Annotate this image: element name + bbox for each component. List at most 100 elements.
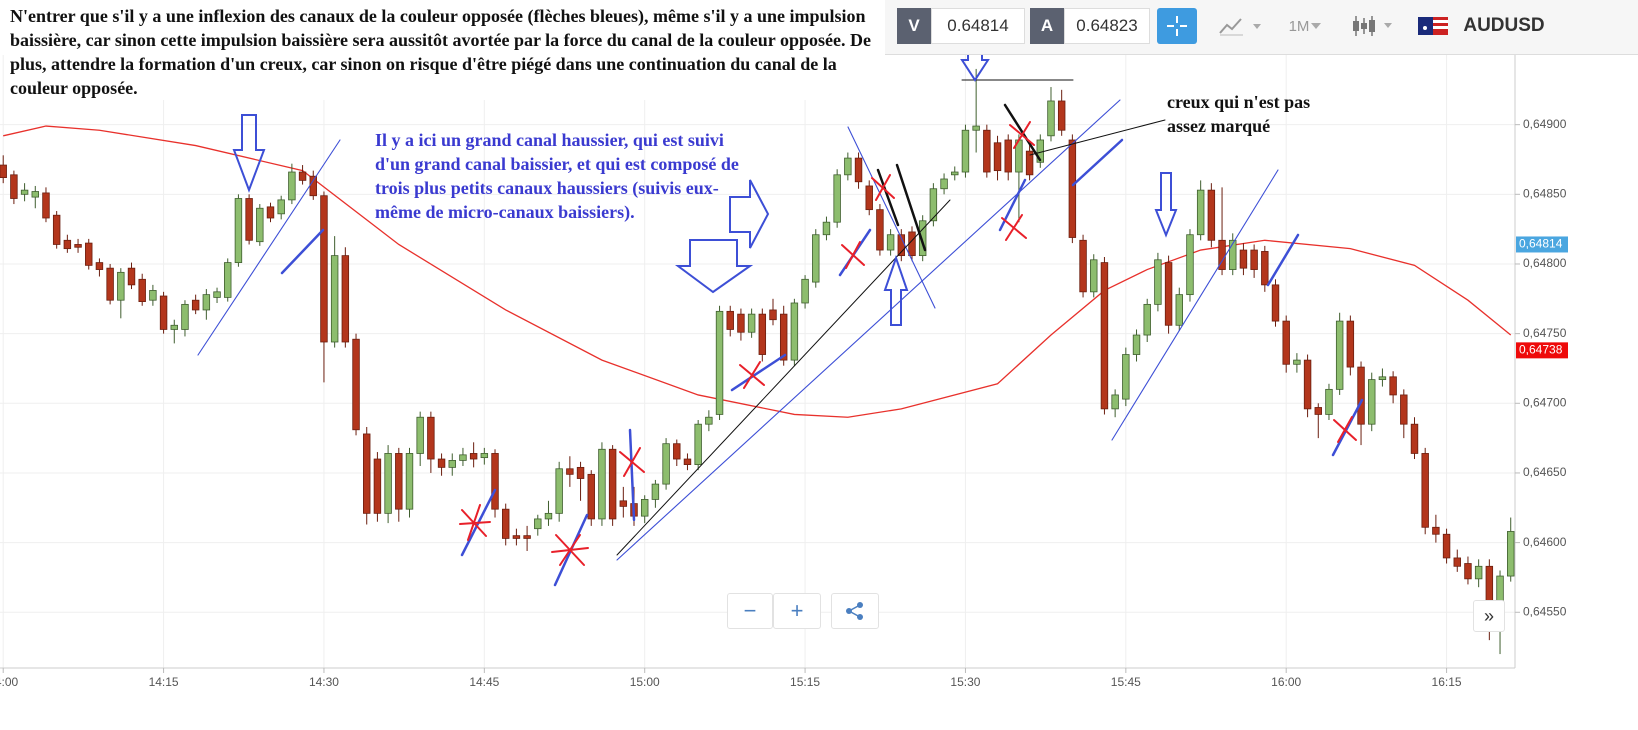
- y-tick-label: 0,64650: [1523, 465, 1567, 479]
- candle-body: [1314, 407, 1322, 415]
- moving-average-layer: [3, 125, 1512, 418]
- candle-body: [181, 303, 189, 330]
- candle-body: [1250, 249, 1258, 270]
- zoom-out-button[interactable]: −: [727, 593, 773, 629]
- share-button[interactable]: [831, 593, 879, 629]
- dropdown-icon: [1311, 23, 1322, 29]
- candle-body: [1432, 526, 1440, 535]
- candle-body: [951, 171, 959, 176]
- candle-body: [1047, 100, 1055, 137]
- candle-body: [1100, 262, 1109, 410]
- candle-body: [619, 500, 628, 507]
- candle-body: [427, 416, 435, 460]
- candle-body: [812, 234, 820, 283]
- zoom-in-button[interactable]: +: [773, 593, 821, 629]
- candle-body: [1464, 563, 1472, 580]
- candle-body: [844, 157, 852, 176]
- candle-body: [127, 267, 136, 286]
- candle-body: [1346, 320, 1355, 368]
- candle-body: [52, 214, 61, 245]
- candle-body: [234, 198, 243, 263]
- candle-body: [833, 174, 841, 223]
- candle-body: [566, 468, 574, 475]
- toolbar: V 0.64814 A 0.64823 1M AUDUSD: [885, 0, 1638, 55]
- candle-body: [737, 313, 745, 333]
- candle-body: [1090, 259, 1098, 293]
- candle-body: [459, 454, 467, 461]
- price-marker: [1516, 236, 1568, 253]
- candle-body: [598, 448, 606, 520]
- candle-body: [544, 512, 553, 520]
- candle-body: [256, 207, 264, 243]
- candle-body: [138, 278, 146, 302]
- timeframe-button[interactable]: 1M: [1283, 8, 1329, 44]
- scroll-right-button[interactable]: »: [1473, 600, 1505, 632]
- x-tick-label: 16:00: [1271, 675, 1301, 689]
- candle-body: [747, 313, 756, 333]
- bid-price[interactable]: 0.64814: [931, 8, 1025, 44]
- candle-body: [266, 206, 275, 219]
- candle-body: [1325, 388, 1333, 415]
- candle-body: [512, 535, 521, 539]
- candle-body: [1357, 366, 1365, 425]
- indicator-button[interactable]: [1347, 8, 1399, 44]
- candles: [0, 68, 1515, 655]
- instruction-note: N'entrer que s'il y a une inflexion des …: [10, 4, 880, 100]
- chart-type-button[interactable]: [1215, 8, 1265, 44]
- chart-type-icon: [1219, 18, 1261, 36]
- candle-body: [31, 191, 39, 198]
- candle-body: [1239, 249, 1248, 269]
- candle-body: [10, 174, 18, 199]
- candle-body: [1068, 139, 1077, 238]
- candle-body: [1282, 320, 1290, 365]
- candle-body: [555, 468, 563, 514]
- candle-icon: [1353, 16, 1392, 36]
- candle-body: [1229, 239, 1237, 270]
- symbol: AUDUSD: [1463, 15, 1545, 36]
- x-tick-label: 14:15: [149, 675, 179, 689]
- candle-body: [587, 473, 595, 520]
- y-tick-label: 0,64900: [1523, 117, 1567, 131]
- candle-body: [1271, 284, 1280, 322]
- candle-body: [448, 460, 456, 468]
- candle-body: [961, 129, 970, 173]
- candle-body: [1303, 359, 1312, 410]
- candle-body: [854, 157, 863, 183]
- price-marker-label: 0,64738: [1519, 343, 1563, 357]
- candle-body: [106, 267, 114, 301]
- candle-body: [1410, 423, 1419, 454]
- candle-body: [405, 453, 414, 510]
- candle-body: [42, 192, 50, 219]
- candle-body: [1261, 251, 1269, 286]
- candle-body: [63, 239, 72, 250]
- candle-body: [865, 185, 873, 211]
- candle-body: [149, 290, 157, 301]
- candle-body: [373, 458, 382, 514]
- flag-icon: [1418, 17, 1448, 35]
- candle-body: [715, 310, 724, 415]
- candle-body: [1164, 262, 1173, 326]
- candle-body: [416, 416, 424, 454]
- candle-body: [993, 142, 1002, 172]
- ask-price[interactable]: 0.64823: [1064, 8, 1150, 44]
- channel-note: Il y a ici un grand canal haussier, qui …: [375, 130, 739, 222]
- candle-body: [384, 453, 392, 514]
- y-tick-label: 0,64750: [1523, 326, 1567, 340]
- y-tick-label: 0,64850: [1523, 186, 1567, 200]
- symbol-flag: [1415, 8, 1451, 44]
- candle-body: [1132, 334, 1141, 355]
- candle-body: [726, 310, 734, 330]
- crosshair-button[interactable]: [1157, 8, 1197, 44]
- crosshair-icon: [1167, 16, 1187, 36]
- share-icon: [846, 602, 863, 620]
- x-tick-label: 16:15: [1432, 675, 1462, 689]
- price-axis-background: [1515, 55, 1638, 708]
- candle-body: [1389, 376, 1397, 396]
- candle-body: [576, 466, 585, 479]
- candle-body: [929, 188, 938, 222]
- candle-body: [822, 221, 831, 236]
- candle-body: [74, 244, 82, 248]
- y-tick-label: 0,64600: [1523, 535, 1567, 549]
- moving-average-line: [3, 125, 1512, 418]
- candle-body: [320, 195, 328, 343]
